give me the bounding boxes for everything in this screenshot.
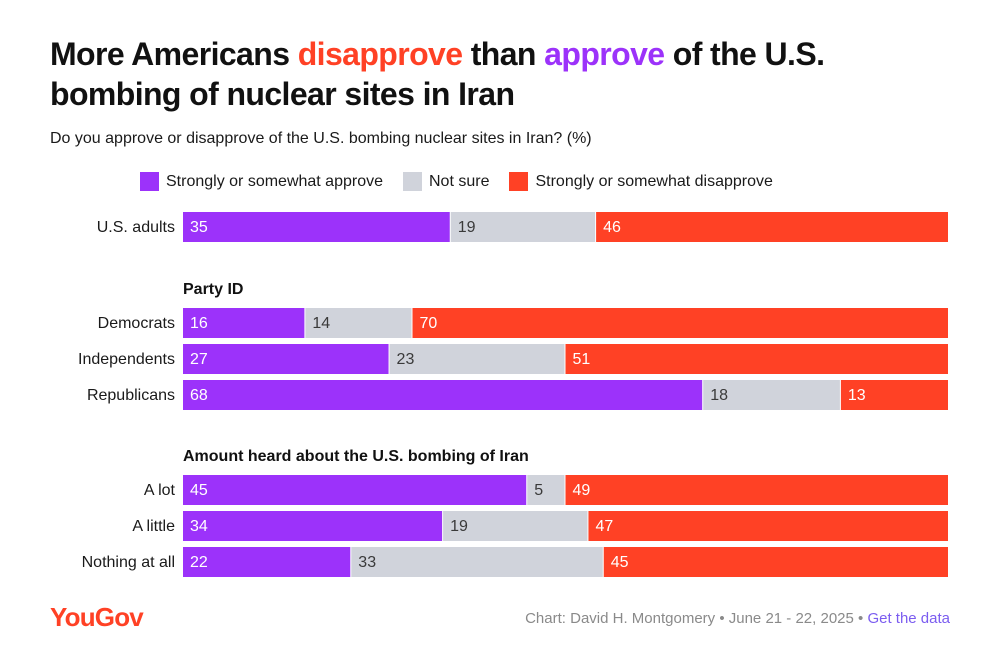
data-label: 14 [312,315,330,332]
data-label: 47 [595,518,613,535]
bar-segment [443,511,588,541]
row-label: Republicans [87,387,175,404]
data-label: 51 [573,351,591,368]
data-label: 49 [573,482,591,499]
legend: Strongly or somewhat approve Not sure St… [140,172,793,191]
legend-swatch-disapprove [509,172,529,191]
legend-item-disapprove: Strongly or somewhat disapprove [509,172,773,191]
data-label: 27 [190,351,208,368]
legend-swatch-approve [140,172,159,191]
title-part-1: More Americans [50,36,298,72]
bar-segment [183,475,527,505]
bar-segment [183,308,305,338]
legend-label-not-sure: Not sure [429,172,490,190]
chart-subtitle: Do you approve or disapprove of the U.S.… [50,130,592,147]
yougov-logo: YouGov [50,602,144,632]
data-label: 45 [611,554,629,571]
data-label: 22 [190,554,208,571]
row-label: Independents [78,351,175,368]
bar-segment [565,475,948,505]
title-highlight-approve: approve [544,36,665,72]
group-heading: Party ID [183,281,243,298]
data-label: 35 [190,219,208,236]
bar-segment [183,344,389,374]
row-label: Nothing at all [82,554,175,571]
data-label: 16 [190,315,208,332]
bar-segment [183,511,443,541]
bar-segment [412,308,948,338]
bar-segment [840,380,948,410]
data-label: 34 [190,518,208,535]
row-label: Democrats [98,315,175,332]
bar-segment [305,308,412,338]
get-the-data-link[interactable]: Get the data [867,610,950,627]
data-label: 19 [450,518,468,535]
group-heading: Amount heard about the U.S. bombing of I… [183,448,529,465]
legend-label-approve: Strongly or somewhat approve [166,172,383,190]
bar-segment [603,547,948,577]
data-label: 23 [397,351,415,368]
title-highlight-disapprove: disapprove [297,36,463,72]
data-label: 13 [848,387,866,404]
bar-segment [703,380,840,410]
data-label: 70 [420,315,438,332]
row-label: A little [132,518,175,535]
bar-segment [183,547,351,577]
bar-segment [588,511,948,541]
chart-credit: Chart: David H. Montgomery • June 21 - 2… [525,610,950,627]
row-label: U.S. adults [97,219,175,236]
bar-segment [527,475,565,505]
credit-text: Chart: David H. Montgomery • June 21 - 2… [525,610,868,627]
data-label: 5 [534,482,543,499]
title-part-2: than [462,36,545,72]
data-label: 45 [190,482,208,499]
bar-segment [389,344,565,374]
data-label: 68 [190,387,208,404]
data-label: 33 [358,554,376,571]
legend-label-disapprove: Strongly or somewhat disapprove [535,172,773,190]
title-part-3: of the U.S. bombing of nuclear sites in … [50,36,825,112]
row-label: A lot [144,482,176,499]
legend-item-not-sure: Not sure [403,172,489,191]
bar-segment [565,344,948,374]
bar-segment [450,212,596,242]
chart-title: More Americans disapprove than approve o… [50,34,950,114]
bar-segment [183,212,450,242]
bar-segment [183,380,703,410]
data-label: 19 [458,219,476,236]
legend-swatch-not-sure [403,172,422,191]
data-label: 46 [603,219,621,236]
bar-segment [596,212,948,242]
data-label: 18 [710,387,728,404]
bar-segment [351,547,603,577]
legend-item-approve: Strongly or somewhat approve [140,172,383,191]
